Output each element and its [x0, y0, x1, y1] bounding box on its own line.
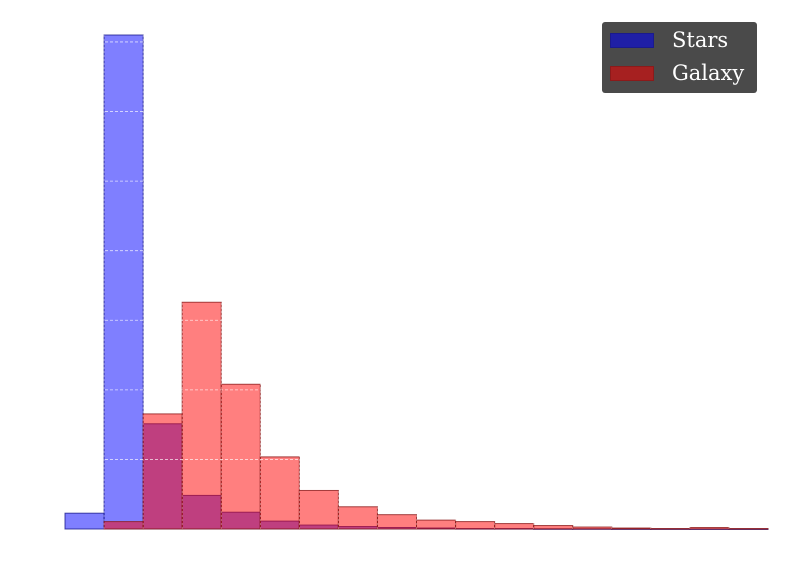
bar-galaxy-12	[533, 525, 574, 530]
series-galaxy	[103, 301, 769, 530]
legend: Stars Galaxy	[602, 22, 757, 93]
legend-swatch-stars	[610, 32, 654, 48]
legend-swatch-galaxy	[610, 65, 654, 81]
bar-galaxy-5	[259, 456, 300, 530]
bar-galaxy-8	[376, 514, 418, 530]
bar-galaxy-6	[298, 489, 339, 530]
legend-label-stars: Stars	[672, 28, 729, 52]
bar-galaxy-10	[455, 521, 496, 530]
bar-galaxy-7	[337, 506, 378, 530]
bar-stars-1	[103, 34, 144, 530]
bar-stars-0	[64, 512, 105, 530]
bar-galaxy-4	[220, 383, 261, 530]
bar-galaxy-16	[689, 527, 730, 530]
bar-galaxy-14	[611, 527, 652, 530]
bar-galaxy-15	[650, 528, 691, 530]
legend-item-stars: Stars	[610, 28, 728, 52]
bar-galaxy-9	[416, 519, 457, 530]
bar-galaxy-2	[142, 413, 183, 530]
legend-item-galaxy: Galaxy	[610, 61, 744, 85]
bar-galaxy-13	[572, 526, 613, 530]
bar-galaxy-17	[728, 528, 769, 530]
bar-galaxy-11	[494, 523, 535, 530]
bar-galaxy-1	[103, 521, 144, 530]
legend-label-galaxy: Galaxy	[672, 61, 745, 85]
bar-galaxy-3	[181, 301, 222, 530]
